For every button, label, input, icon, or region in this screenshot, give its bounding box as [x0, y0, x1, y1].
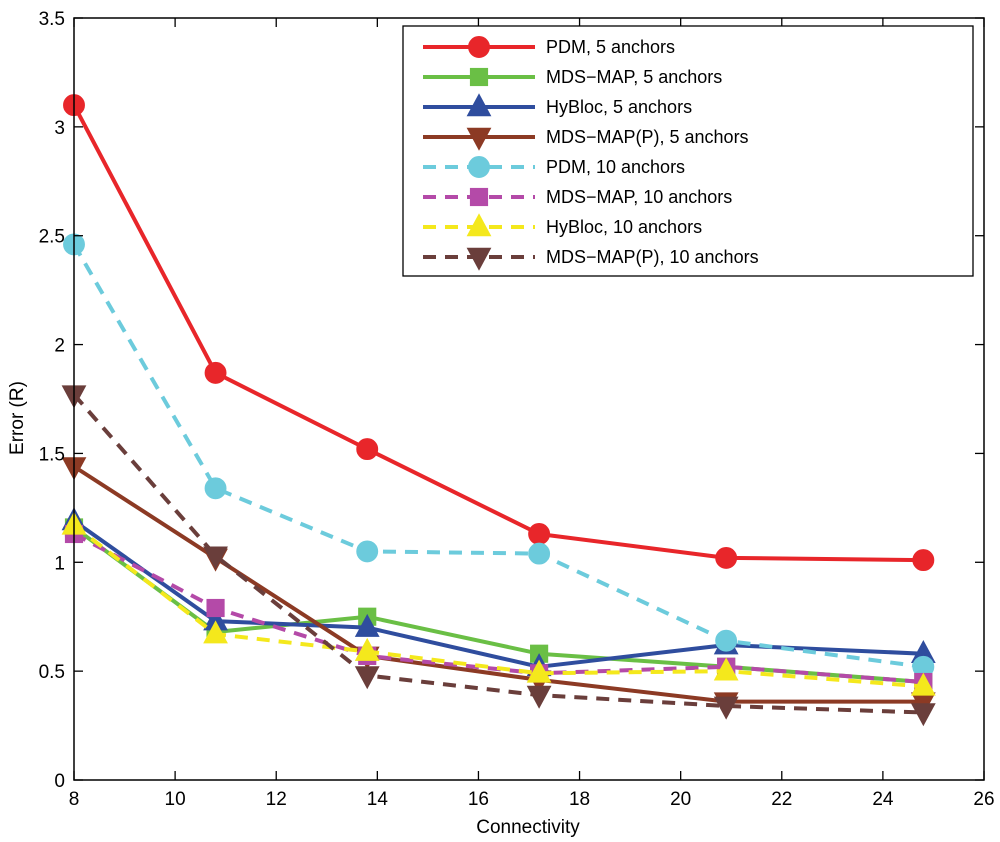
series-line	[72, 519, 924, 669]
legend-marker	[469, 187, 489, 207]
series-1	[63, 94, 935, 572]
legend-entry: MDS−MAP(P), 10 anchors	[423, 247, 759, 271]
x-tick-label: 24	[872, 789, 894, 810]
x-tick-label: 22	[771, 789, 792, 810]
legend-marker	[466, 127, 492, 151]
y-tick-label: 3	[54, 118, 65, 139]
data-point	[354, 613, 380, 637]
legend-label: MDS−MAP, 10 anchors	[546, 187, 732, 207]
legend-label: MDS−MAP(P), 10 anchors	[546, 247, 759, 267]
legend-label: PDM, 10 anchors	[546, 157, 685, 177]
legend-label: MDS−MAP(P), 5 anchors	[546, 127, 749, 147]
data-point	[204, 361, 227, 384]
legend-entry: HyBloc, 10 anchors	[423, 213, 702, 237]
x-tick-label: 16	[468, 789, 489, 810]
data-point	[713, 657, 739, 681]
legend-label: MDS−MAP, 5 anchors	[546, 67, 722, 87]
y-tick-label: 2.5	[39, 227, 65, 248]
legend-entry: MDS−MAP, 10 anchors	[423, 187, 732, 207]
y-tick-label: 2	[54, 336, 65, 357]
y-tick-label: 1.5	[39, 444, 65, 465]
data-point	[526, 659, 552, 683]
series-5	[63, 233, 935, 678]
legend-marker	[466, 213, 492, 237]
legend-label: HyBloc, 10 anchors	[546, 217, 702, 237]
data-point	[910, 703, 936, 727]
y-axis-label: Error (R)	[7, 381, 28, 455]
data-point	[203, 620, 228, 644]
data-point	[203, 546, 228, 570]
series-line	[72, 464, 924, 704]
x-tick-label: 12	[266, 789, 287, 810]
legend-entry: MDS−MAP(P), 5 anchors	[423, 127, 749, 151]
legend-marker	[466, 247, 492, 271]
x-axis-label: Connectivity	[476, 817, 580, 838]
y-tick-label: 0.5	[39, 662, 65, 683]
data-point	[713, 696, 739, 720]
legend-marker	[469, 67, 489, 87]
axes-frame	[73, 17, 985, 781]
legend-entry: PDM, 5 anchors	[423, 36, 675, 58]
data-point	[715, 546, 738, 569]
data-point	[206, 598, 225, 618]
legend-box	[402, 25, 974, 277]
series-line	[73, 532, 924, 684]
data-point	[912, 549, 935, 572]
y-tick-label: 1	[54, 553, 65, 574]
legend-marker	[468, 36, 490, 58]
data-point	[356, 438, 379, 461]
x-tick-label: 10	[165, 789, 186, 810]
series-line	[72, 243, 924, 669]
y-tick-label: 3.5	[39, 9, 65, 30]
data-point	[356, 540, 379, 563]
data-point	[528, 542, 551, 565]
legend-marker	[466, 93, 492, 117]
x-tick-label: 20	[670, 789, 691, 810]
legend-entry: HyBloc, 5 anchors	[423, 93, 692, 117]
legend-marker	[468, 156, 490, 178]
x-tick-label: 18	[569, 789, 590, 810]
data-point	[204, 477, 227, 500]
series-line	[72, 393, 924, 715]
data-point	[910, 672, 936, 696]
data-point	[715, 629, 738, 652]
data-point	[526, 685, 552, 709]
data-point	[354, 637, 380, 661]
legend-entry: MDS−MAP, 5 anchors	[423, 67, 722, 87]
x-tick-label: 26	[973, 789, 994, 810]
legend-label: HyBloc, 5 anchors	[546, 97, 692, 117]
legend-label: PDM, 5 anchors	[546, 37, 675, 57]
x-tick-label: 8	[69, 789, 80, 810]
series-8	[61, 385, 936, 727]
data-point	[528, 523, 551, 545]
data-point	[354, 666, 380, 690]
series-line	[72, 104, 924, 563]
y-tick-label: 0	[54, 771, 65, 792]
legend-entry: PDM, 10 anchors	[423, 156, 685, 178]
x-tick-label: 14	[367, 789, 389, 810]
